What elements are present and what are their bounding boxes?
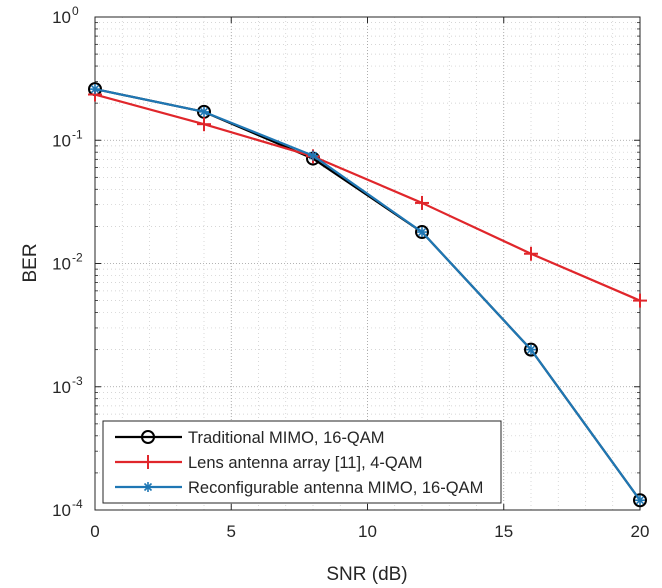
y-tick-label-exponent: 0 xyxy=(72,4,79,18)
x-tick-label: 20 xyxy=(631,522,650,541)
marker-asterisk-arm xyxy=(90,85,100,94)
y-tick-label: 10 xyxy=(52,378,71,397)
y-tick-label-exponent: -1 xyxy=(72,127,83,141)
x-tick-label: 15 xyxy=(494,522,513,541)
x-tick-label: 0 xyxy=(90,522,99,541)
legend: Traditional MIMO, 16-QAM Lens antenna arr… xyxy=(102,420,502,504)
marker-asterisk-arm xyxy=(526,345,536,354)
y-tick-label-exponent: -3 xyxy=(72,374,83,388)
legend-label: Reconfigurable antenna MIMO, 16-QAM xyxy=(188,479,483,497)
legend-item: Traditional MIMO, 16-QAM xyxy=(115,429,385,447)
marker-asterisk-arm xyxy=(417,227,427,237)
marker-asterisk xyxy=(526,344,536,355)
legend-label: Traditional MIMO, 16-QAM xyxy=(188,429,385,447)
marker-plus xyxy=(415,195,429,210)
series-line xyxy=(94,88,641,501)
marker-plus xyxy=(633,293,647,308)
marker-circle xyxy=(633,493,647,508)
marker-asterisk xyxy=(635,495,645,506)
marker-circle xyxy=(415,225,429,240)
marker-asterisk-arm xyxy=(635,496,645,505)
marker-plus xyxy=(524,246,538,261)
marker-asterisk xyxy=(143,482,153,492)
axis-ticks xyxy=(94,16,641,511)
y-tick-label: 10 xyxy=(52,8,71,27)
marker-circle xyxy=(524,342,538,357)
y-tick-label-exponent: -2 xyxy=(72,251,83,265)
y-tick-label: 10 xyxy=(52,501,71,520)
series-line xyxy=(94,93,641,302)
marker-asterisk xyxy=(199,106,209,117)
x-tick-label: 5 xyxy=(227,522,236,541)
marker-asterisk-arm xyxy=(143,482,153,492)
legend-item: Lens antenna array [11], 4-QAM xyxy=(115,454,423,472)
y-tick-label: 10 xyxy=(52,255,71,274)
marker-asterisk-arm xyxy=(199,107,209,116)
legend-item: Reconfigurable antenna MIMO, 16-QAM xyxy=(115,479,483,497)
marker-circle xyxy=(141,430,155,444)
legend-label: Lens antenna array [11], 4-QAM xyxy=(188,454,423,472)
marker-asterisk-arm xyxy=(308,151,318,160)
y-tick-label: 10 xyxy=(52,131,71,150)
x-tick-label: 10 xyxy=(358,522,377,541)
marker-asterisk xyxy=(308,150,318,161)
y-axis-label: BER xyxy=(20,243,41,282)
series-3 xyxy=(90,84,645,506)
marker-plus xyxy=(141,455,155,469)
marker-asterisk xyxy=(417,227,427,238)
marker-asterisk xyxy=(90,84,100,95)
marker-plus xyxy=(197,117,211,132)
x-axis-label: SNR (dB) xyxy=(326,564,407,585)
series-2 xyxy=(88,87,647,308)
x-tick-labels: 0 5 10 15 20 xyxy=(90,522,649,541)
y-tick-label-exponent: -4 xyxy=(72,497,83,511)
series-layer xyxy=(88,82,647,508)
